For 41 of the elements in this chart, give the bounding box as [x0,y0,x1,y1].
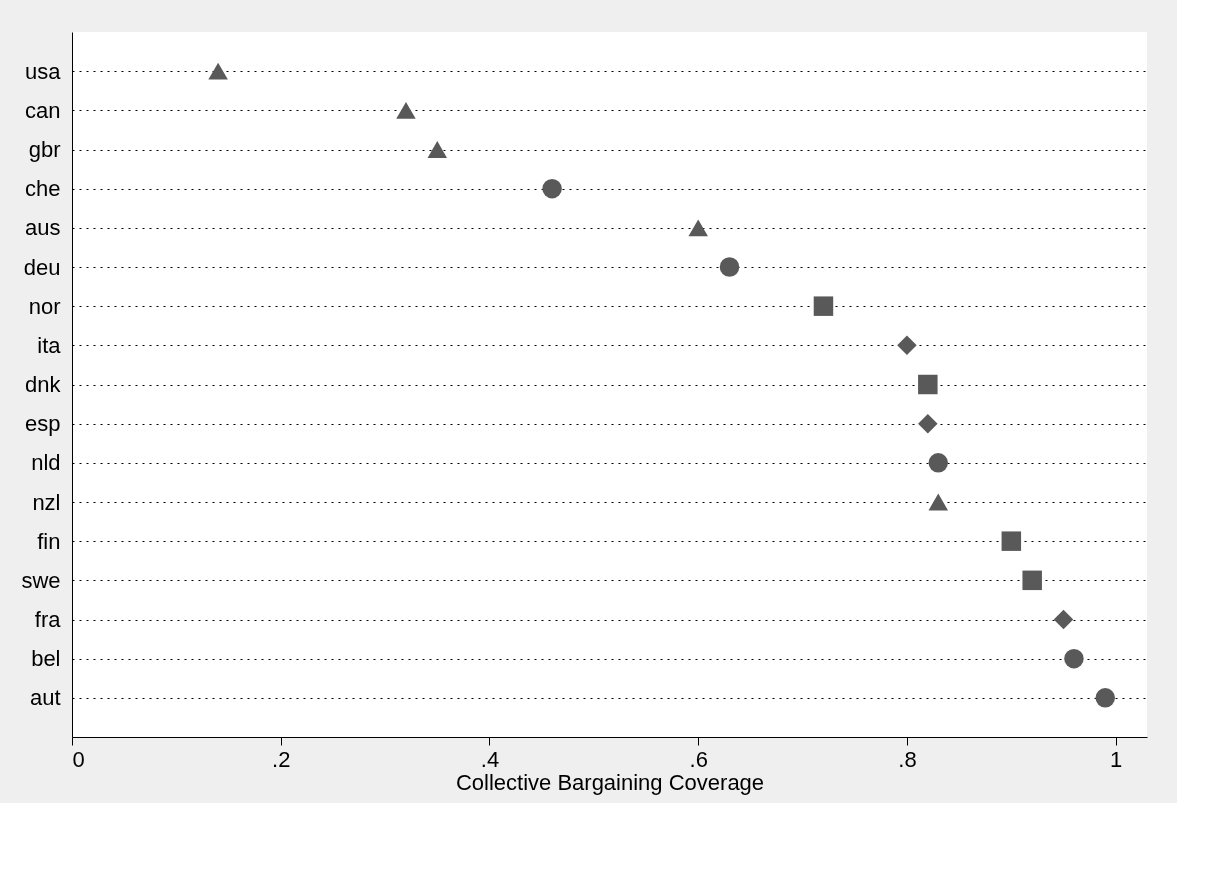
y-tick-label: che [25,176,61,202]
y-tick-label: nzl [32,489,61,515]
x-tick-label: 0 [72,746,85,772]
point [928,493,949,511]
point [1022,570,1042,591]
point [1064,648,1084,669]
y-tick-label: dnk [25,372,62,397]
x-tick-label: 1 [1110,746,1123,772]
y-tick-label: esp [25,411,61,437]
point [897,335,917,356]
x-axis-title: Collective Bargaining Coverage [455,769,765,795]
x-tick-label: .2 [272,746,291,772]
y-tick-label: ita [37,332,62,358]
y-tick-label: fin [37,528,61,554]
point [1001,531,1022,551]
x-tick-label: .4 [480,746,500,772]
y-tick-label: can [25,97,61,123]
point [928,453,949,473]
y-tick-label: deu [23,254,61,280]
y-tick-label: swe [21,567,61,593]
x-tick-label: .8 [898,746,917,772]
point [813,296,834,316]
y-tick-label: bel [31,646,61,672]
y-tick-label: aut [29,685,61,711]
y-tick-label: gbr [28,137,61,162]
point [918,413,938,434]
point [542,178,562,199]
y-tick-label: nld [31,450,61,476]
y-tick-label: usa [25,58,62,84]
y-tick-label: nor [28,293,61,319]
point [918,374,938,395]
point [208,62,228,80]
point [396,101,416,119]
y-tick-label: aus [25,215,61,241]
point [1053,609,1074,630]
x-tick-label: .6 [689,746,708,772]
y-tick-label: fra [34,607,62,632]
point [688,219,708,237]
point [427,141,448,158]
point [719,257,740,277]
point [1095,688,1115,708]
